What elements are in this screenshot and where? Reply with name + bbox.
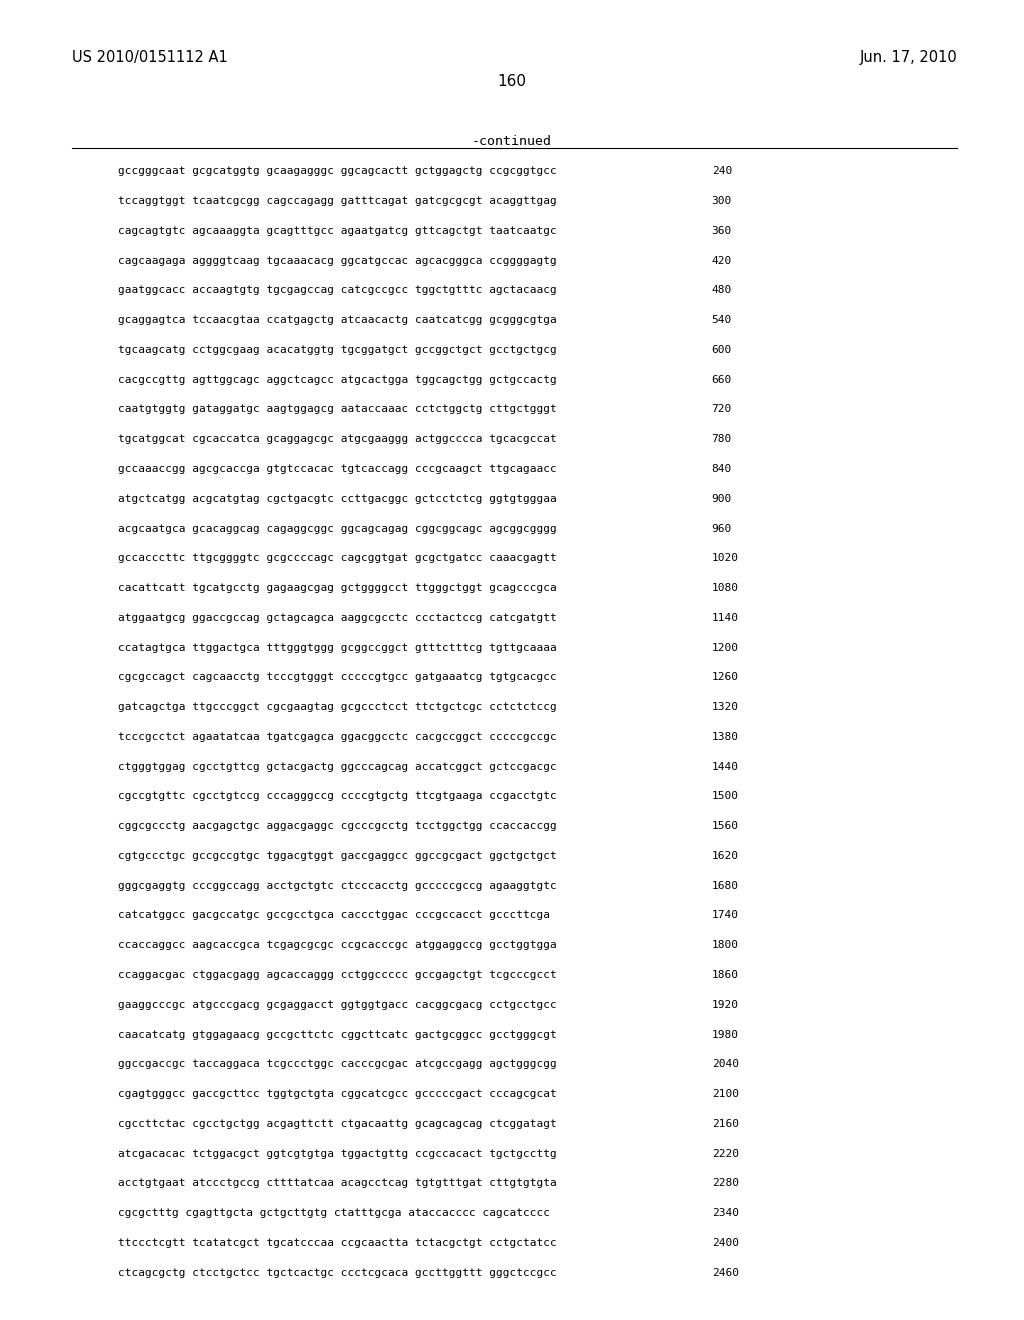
Text: 2100: 2100: [712, 1089, 738, 1100]
Text: ccatagtgca ttggactgca tttgggtggg gcggccggct gtttctttcg tgttgcaaaa: ccatagtgca ttggactgca tttgggtggg gcggccg…: [118, 643, 556, 652]
Text: atggaatgcg ggaccgccag gctagcagca aaggcgcctc ccctactccg catcgatgtt: atggaatgcg ggaccgccag gctagcagca aaggcgc…: [118, 612, 556, 623]
Text: 1680: 1680: [712, 880, 738, 891]
Text: acgcaatgca gcacaggcag cagaggcggc ggcagcagag cggcggcagc agcggcgggg: acgcaatgca gcacaggcag cagaggcggc ggcagca…: [118, 524, 556, 533]
Text: 2340: 2340: [712, 1208, 738, 1218]
Text: 2220: 2220: [712, 1148, 738, 1159]
Text: ctgggtggag cgcctgttcg gctacgactg ggcccagcag accatcggct gctccgacgc: ctgggtggag cgcctgttcg gctacgactg ggcccag…: [118, 762, 556, 772]
Text: 540: 540: [712, 315, 732, 325]
Text: 1440: 1440: [712, 762, 738, 772]
Text: cgcgccagct cagcaacctg tcccgtgggt cccccgtgcc gatgaaatcg tgtgcacgcc: cgcgccagct cagcaacctg tcccgtgggt cccccgt…: [118, 672, 556, 682]
Text: 1980: 1980: [712, 1030, 738, 1040]
Text: 960: 960: [712, 524, 732, 533]
Text: -continued: -continued: [472, 135, 552, 148]
Text: cgccttctac cgcctgctgg acgagttctt ctgacaattg gcagcagcag ctcggatagt: cgccttctac cgcctgctgg acgagttctt ctgacaa…: [118, 1119, 556, 1129]
Text: cggcgccctg aacgagctgc aggacgaggc cgcccgcctg tcctggctgg ccaccaccgg: cggcgccctg aacgagctgc aggacgaggc cgcccgc…: [118, 821, 556, 832]
Text: 2040: 2040: [712, 1059, 738, 1069]
Text: gccaaaccgg agcgcaccga gtgtccacac tgtcaccagg cccgcaagct ttgcagaacc: gccaaaccgg agcgcaccga gtgtccacac tgtcacc…: [118, 465, 556, 474]
Text: 1200: 1200: [712, 643, 738, 652]
Text: 360: 360: [712, 226, 732, 236]
Text: caatgtggtg gataggatgc aagtggagcg aataccaaac cctctggctg cttgctgggt: caatgtggtg gataggatgc aagtggagcg aatacca…: [118, 404, 556, 414]
Text: tgcaagcatg cctggcgaag acacatggtg tgcggatgct gccggctgct gcctgctgcg: tgcaagcatg cctggcgaag acacatggtg tgcggat…: [118, 345, 556, 355]
Text: 240: 240: [712, 166, 732, 177]
Text: cacgccgttg agttggcagc aggctcagcc atgcactgga tggcagctgg gctgccactg: cacgccgttg agttggcagc aggctcagcc atgcact…: [118, 375, 556, 384]
Text: tccaggtggt tcaatcgcgg cagccagagg gatttcagat gatcgcgcgt acaggttgag: tccaggtggt tcaatcgcgg cagccagagg gatttca…: [118, 197, 556, 206]
Text: gccacccttc ttgcggggtc gcgccccagc cagcggtgat gcgctgatcc caaacgagtt: gccacccttc ttgcggggtc gcgccccagc cagcggt…: [118, 553, 556, 564]
Text: 2160: 2160: [712, 1119, 738, 1129]
Text: ggccgaccgc taccaggaca tcgccctggc cacccgcgac atcgccgagg agctgggcgg: ggccgaccgc taccaggaca tcgccctggc cacccgc…: [118, 1059, 556, 1069]
Text: US 2010/0151112 A1: US 2010/0151112 A1: [72, 50, 227, 65]
Text: ctcagcgctg ctcctgctcc tgctcactgc ccctcgcaca gccttggttt gggctccgcc: ctcagcgctg ctcctgctcc tgctcactgc ccctcgc…: [118, 1267, 556, 1278]
Text: gaatggcacc accaagtgtg tgcgagccag catcgccgcc tggctgtttc agctacaacg: gaatggcacc accaagtgtg tgcgagccag catcgcc…: [118, 285, 556, 296]
Text: 1860: 1860: [712, 970, 738, 979]
Text: cgccgtgttc cgcctgtccg cccagggccg ccccgtgctg ttcgtgaaga ccgacctgtc: cgccgtgttc cgcctgtccg cccagggccg ccccgtg…: [118, 792, 556, 801]
Text: atgctcatgg acgcatgtag cgctgacgtc ccttgacggc gctcctctcg ggtgtgggaa: atgctcatgg acgcatgtag cgctgacgtc ccttgac…: [118, 494, 556, 504]
Text: catcatggcc gacgccatgc gccgcctgca caccctggac cccgccacct gcccttcga: catcatggcc gacgccatgc gccgcctgca caccctg…: [118, 911, 550, 920]
Text: 480: 480: [712, 285, 732, 296]
Text: ttccctcgtt tcatatcgct tgcatcccaa ccgcaactta tctacgctgt cctgctatcc: ttccctcgtt tcatatcgct tgcatcccaa ccgcaac…: [118, 1238, 556, 1247]
Text: 1800: 1800: [712, 940, 738, 950]
Text: 1020: 1020: [712, 553, 738, 564]
Text: gggcgaggtg cccggccagg acctgctgtc ctcccacctg gcccccgccg agaaggtgtc: gggcgaggtg cccggccagg acctgctgtc ctcccac…: [118, 880, 556, 891]
Text: 660: 660: [712, 375, 732, 384]
Text: cgtgccctgc gccgccgtgc tggacgtggt gaccgaggcc ggccgcgact ggctgctgct: cgtgccctgc gccgccgtgc tggacgtggt gaccgag…: [118, 851, 556, 861]
Text: 160: 160: [498, 74, 526, 88]
Text: gcaggagtca tccaacgtaa ccatgagctg atcaacactg caatcatcgg gcgggcgtga: gcaggagtca tccaacgtaa ccatgagctg atcaaca…: [118, 315, 556, 325]
Text: 1320: 1320: [712, 702, 738, 711]
Text: 1500: 1500: [712, 792, 738, 801]
Text: 1140: 1140: [712, 612, 738, 623]
Text: cagcagtgtc agcaaaggta gcagtttgcc agaatgatcg gttcagctgt taatcaatgc: cagcagtgtc agcaaaggta gcagtttgcc agaatga…: [118, 226, 556, 236]
Text: 720: 720: [712, 404, 732, 414]
Text: cacattcatt tgcatgcctg gagaagcgag gctggggcct ttgggctggt gcagcccgca: cacattcatt tgcatgcctg gagaagcgag gctgggg…: [118, 583, 556, 593]
Text: tgcatggcat cgcaccatca gcaggagcgc atgcgaaggg actggcccca tgcacgccat: tgcatggcat cgcaccatca gcaggagcgc atgcgaa…: [118, 434, 556, 445]
Text: 1260: 1260: [712, 672, 738, 682]
Text: 840: 840: [712, 465, 732, 474]
Text: tcccgcctct agaatatcaa tgatcgagca ggacggcctc cacgccggct cccccgccgc: tcccgcctct agaatatcaa tgatcgagca ggacggc…: [118, 731, 556, 742]
Text: 420: 420: [712, 256, 732, 265]
Text: cgcgctttg cgagttgcta gctgcttgtg ctatttgcga ataccacccc cagcatcccc: cgcgctttg cgagttgcta gctgcttgtg ctatttgc…: [118, 1208, 550, 1218]
Text: acctgtgaat atccctgccg cttttatcaa acagcctcag tgtgtttgat cttgtgtgta: acctgtgaat atccctgccg cttttatcaa acagcct…: [118, 1179, 556, 1188]
Text: 2400: 2400: [712, 1238, 738, 1247]
Text: 1920: 1920: [712, 999, 738, 1010]
Text: Jun. 17, 2010: Jun. 17, 2010: [860, 50, 957, 65]
Text: 2280: 2280: [712, 1179, 738, 1188]
Text: ccaccaggcc aagcaccgca tcgagcgcgc ccgcacccgc atggaggccg gcctggtgga: ccaccaggcc aagcaccgca tcgagcgcgc ccgcacc…: [118, 940, 556, 950]
Text: 300: 300: [712, 197, 732, 206]
Text: cagcaagaga aggggtcaag tgcaaacacg ggcatgccac agcacgggca ccggggagtg: cagcaagaga aggggtcaag tgcaaacacg ggcatgc…: [118, 256, 556, 265]
Text: 1080: 1080: [712, 583, 738, 593]
Text: 1740: 1740: [712, 911, 738, 920]
Text: 1380: 1380: [712, 731, 738, 742]
Text: atcgacacac tctggacgct ggtcgtgtga tggactgttg ccgccacact tgctgccttg: atcgacacac tctggacgct ggtcgtgtga tggactg…: [118, 1148, 556, 1159]
Text: 1560: 1560: [712, 821, 738, 832]
Text: caacatcatg gtggagaacg gccgcttctc cggcttcatc gactgcggcc gcctgggcgt: caacatcatg gtggagaacg gccgcttctc cggcttc…: [118, 1030, 556, 1040]
Text: 2460: 2460: [712, 1267, 738, 1278]
Text: gccgggcaat gcgcatggtg gcaagagggc ggcagcactt gctggagctg ccgcggtgcc: gccgggcaat gcgcatggtg gcaagagggc ggcagca…: [118, 166, 556, 177]
Text: 600: 600: [712, 345, 732, 355]
Text: 1620: 1620: [712, 851, 738, 861]
Text: 900: 900: [712, 494, 732, 504]
Text: gaaggcccgc atgcccgacg gcgaggacct ggtggtgacc cacggcgacg cctgcctgcc: gaaggcccgc atgcccgacg gcgaggacct ggtggtg…: [118, 999, 556, 1010]
Text: cgagtgggcc gaccgcttcc tggtgctgta cggcatcgcc gcccccgact cccagcgcat: cgagtgggcc gaccgcttcc tggtgctgta cggcatc…: [118, 1089, 556, 1100]
Text: ccaggacgac ctggacgagg agcaccaggg cctggccccc gccgagctgt tcgcccgcct: ccaggacgac ctggacgagg agcaccaggg cctggcc…: [118, 970, 556, 979]
Text: 780: 780: [712, 434, 732, 445]
Text: gatcagctga ttgcccggct cgcgaagtag gcgccctcct ttctgctcgc cctctctccg: gatcagctga ttgcccggct cgcgaagtag gcgccct…: [118, 702, 556, 711]
